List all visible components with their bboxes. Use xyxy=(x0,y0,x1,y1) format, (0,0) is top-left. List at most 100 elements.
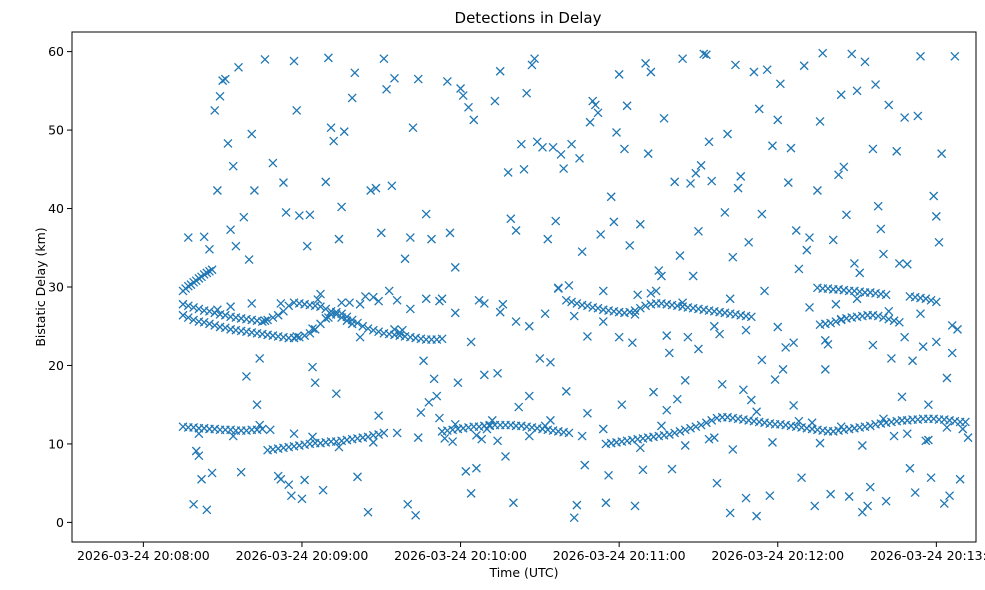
data-point xyxy=(646,67,656,77)
data-point xyxy=(236,467,246,477)
data-point xyxy=(527,60,537,70)
data-point xyxy=(950,51,960,61)
data-point xyxy=(749,67,759,77)
data-point xyxy=(543,234,553,244)
data-point xyxy=(241,371,251,381)
data-point xyxy=(257,424,267,434)
data-point xyxy=(535,353,545,363)
data-point xyxy=(294,332,304,342)
data-point xyxy=(353,472,362,482)
data-point xyxy=(331,389,341,399)
data-point xyxy=(178,310,188,320)
data-point xyxy=(308,324,317,334)
data-point xyxy=(789,401,799,410)
x-tick-label: 2026-03-24 20:08:00 xyxy=(77,548,210,563)
data-point xyxy=(876,224,886,234)
data-point xyxy=(466,337,476,347)
data-point xyxy=(268,158,278,168)
data-point xyxy=(308,362,317,372)
data-point xyxy=(675,251,685,261)
data-point xyxy=(651,286,661,296)
data-point xyxy=(559,164,569,173)
data-point xyxy=(220,74,230,84)
data-point xyxy=(524,391,534,401)
data-point xyxy=(501,452,510,461)
data-point xyxy=(268,313,278,323)
data-point xyxy=(545,415,555,425)
data-point xyxy=(889,431,899,441)
data-point xyxy=(664,430,674,439)
data-point xyxy=(405,233,415,243)
data-point xyxy=(511,317,521,326)
data-point xyxy=(646,288,656,298)
data-point xyxy=(686,178,695,188)
data-point xyxy=(355,299,365,309)
data-point xyxy=(305,210,315,220)
data-point xyxy=(323,53,333,63)
data-point xyxy=(434,296,444,306)
data-point xyxy=(218,76,228,86)
data-point xyxy=(392,295,402,305)
data-point xyxy=(707,176,717,186)
data-point xyxy=(894,259,904,268)
data-point xyxy=(868,340,878,350)
data-point xyxy=(778,364,788,374)
data-point xyxy=(678,298,688,308)
data-point xyxy=(363,324,373,334)
data-point xyxy=(828,235,838,245)
data-point xyxy=(363,507,373,517)
data-point xyxy=(545,357,555,367)
data-point xyxy=(789,338,799,348)
data-point xyxy=(448,437,458,447)
data-point xyxy=(337,202,347,212)
data-point xyxy=(947,320,957,330)
data-point xyxy=(857,507,867,517)
data-point xyxy=(606,192,616,202)
data-point xyxy=(548,142,558,152)
data-point xyxy=(564,428,574,438)
data-point xyxy=(265,425,275,435)
data-point xyxy=(456,84,466,93)
data-point xyxy=(337,298,347,308)
data-point xyxy=(635,443,645,453)
data-point xyxy=(688,271,698,281)
data-point xyxy=(516,139,526,149)
data-point xyxy=(738,385,748,395)
data-point xyxy=(897,392,907,402)
data-point xyxy=(619,144,629,154)
data-point xyxy=(590,100,600,110)
data-point xyxy=(405,304,415,314)
data-point xyxy=(292,106,302,115)
data-point xyxy=(506,214,516,224)
data-point xyxy=(686,423,695,433)
data-point xyxy=(723,129,732,139)
data-point xyxy=(284,480,294,490)
data-point xyxy=(693,226,703,236)
data-point xyxy=(900,113,910,122)
data-point xyxy=(659,113,669,123)
y-tick-label: 40 xyxy=(48,201,64,216)
data-point xyxy=(199,232,209,242)
data-point xyxy=(284,301,294,311)
data-point xyxy=(514,402,524,412)
data-point xyxy=(355,332,365,342)
data-point xyxy=(852,86,862,96)
data-point xyxy=(421,209,431,219)
data-point xyxy=(540,309,550,319)
data-point xyxy=(234,62,243,72)
data-point xyxy=(215,91,225,101)
data-point xyxy=(276,299,286,308)
data-point xyxy=(802,245,812,255)
data-point xyxy=(818,48,828,58)
data-point xyxy=(582,331,592,341)
data-point xyxy=(736,171,746,181)
data-point xyxy=(773,322,783,332)
data-point xyxy=(630,306,640,315)
data-point xyxy=(326,306,336,316)
data-point xyxy=(252,400,262,410)
data-point xyxy=(561,386,571,396)
data-point xyxy=(709,321,719,331)
data-point xyxy=(316,289,325,299)
data-point xyxy=(228,431,238,441)
data-point xyxy=(630,501,640,511)
